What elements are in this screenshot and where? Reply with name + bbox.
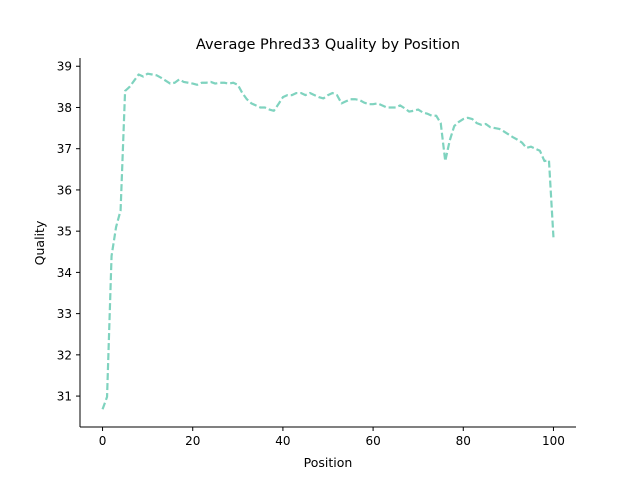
x-tick-label: 100 (542, 434, 565, 448)
y-tick-label: 39 (57, 60, 72, 74)
x-tick-label: 40 (275, 434, 290, 448)
x-axis-label: Position (304, 455, 353, 470)
y-axis: 31 32 33 34 35 36 37 38 39 (57, 60, 80, 404)
x-axis: 0 20 40 60 80 100 (99, 427, 565, 448)
y-tick-label: 37 (57, 142, 72, 156)
y-tick-label: 35 (57, 225, 72, 239)
x-tick-label: 0 (99, 434, 107, 448)
series-line (101, 72, 555, 410)
y-tick-label: 32 (57, 348, 72, 362)
y-tick-label: 38 (57, 101, 72, 115)
x-tick-label: 20 (185, 434, 200, 448)
chart-title: Average Phred33 Quality by Position (196, 37, 460, 53)
x-tick-label: 60 (365, 434, 380, 448)
y-axis-label: Quality (32, 220, 47, 265)
x-tick-label: 80 (456, 434, 471, 448)
y-tick-label: 33 (57, 307, 72, 321)
plot-area (101, 72, 555, 410)
y-tick-label: 36 (57, 183, 72, 197)
y-tick-label: 31 (57, 390, 72, 404)
y-tick-label: 34 (57, 266, 72, 280)
